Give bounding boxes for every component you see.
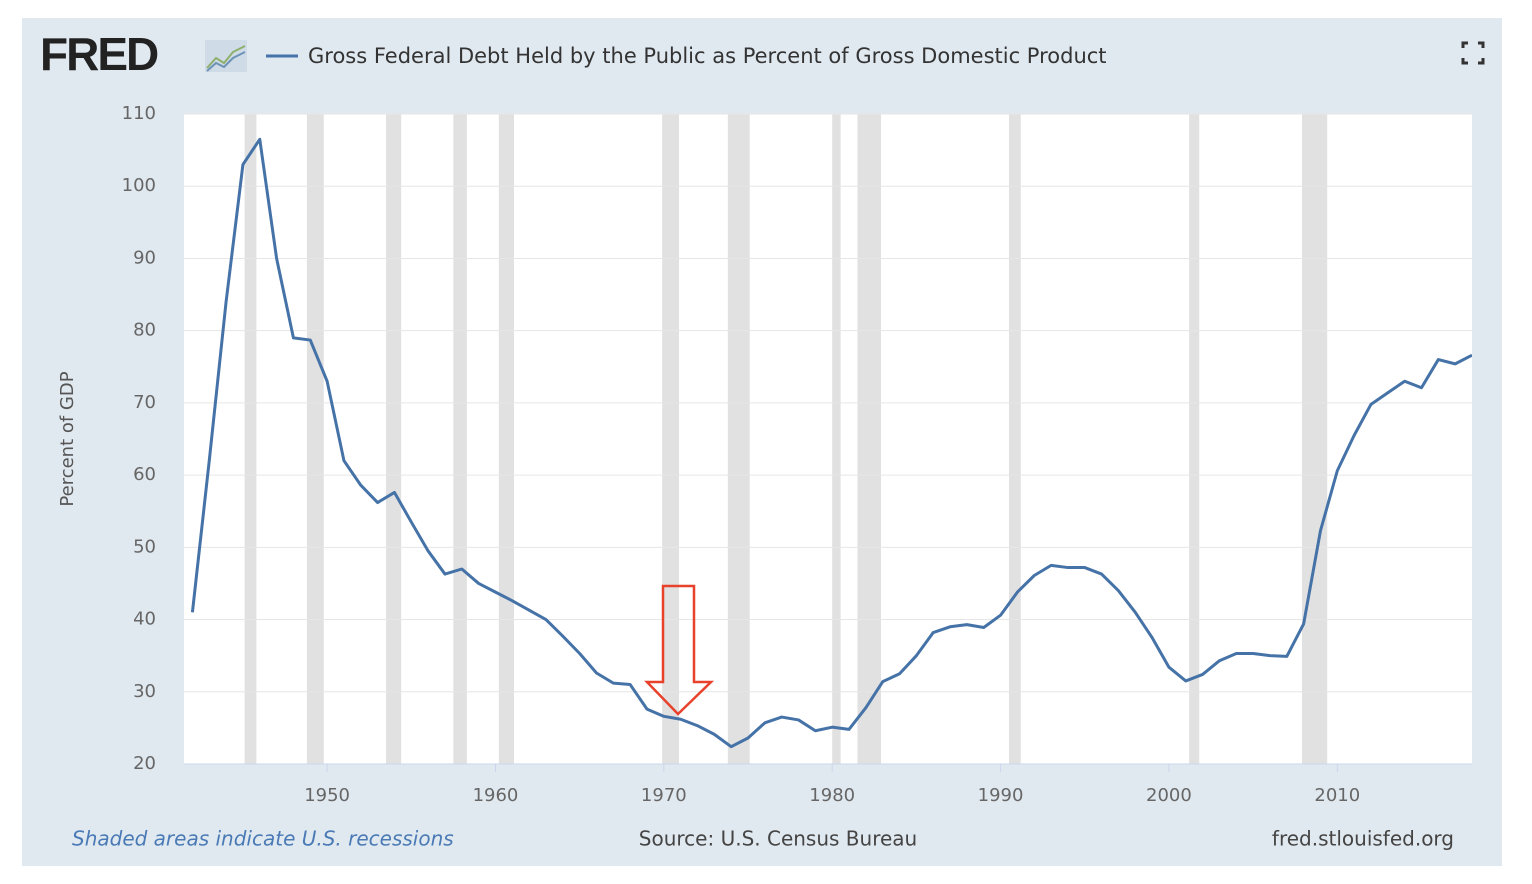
y-axis-label: Percent of GDP bbox=[57, 371, 78, 506]
recession-band bbox=[662, 114, 679, 764]
source: Source: U.S. Census Bureau bbox=[639, 827, 917, 851]
recession-note: Shaded areas indicate U.S. recessions bbox=[72, 827, 454, 851]
x-tick-label: 1980 bbox=[809, 785, 855, 806]
recession-band bbox=[857, 114, 882, 764]
y-tick-label: 20 bbox=[133, 753, 156, 774]
recession-band bbox=[832, 114, 841, 764]
recession-band bbox=[1008, 114, 1021, 764]
x-tick-label: 1990 bbox=[978, 785, 1024, 806]
y-tick-label: 80 bbox=[133, 320, 156, 341]
site-url: fred.stlouisfed.org bbox=[1272, 827, 1454, 851]
data-line bbox=[190, 137, 1472, 749]
x-tick-label: 2010 bbox=[1314, 785, 1360, 806]
recession-band bbox=[1301, 114, 1328, 764]
plot-area bbox=[184, 114, 1472, 764]
y-tick-label: 60 bbox=[133, 464, 156, 485]
y-tick-label: 100 bbox=[122, 175, 156, 196]
recession-band bbox=[1189, 114, 1200, 764]
y-tick-label: 110 bbox=[122, 103, 156, 124]
logo: FRED bbox=[40, 28, 158, 80]
fullscreen-button[interactable] bbox=[1461, 41, 1485, 65]
y-tick-label: 30 bbox=[133, 681, 156, 702]
chart-title: Gross Federal Debt Held by the Public as… bbox=[308, 44, 1107, 68]
x-tick-label: 1960 bbox=[473, 785, 519, 806]
x-tick-label: 1970 bbox=[641, 785, 687, 806]
annotation-arrow bbox=[644, 584, 715, 716]
y-tick-label: 90 bbox=[133, 247, 156, 268]
recession-band bbox=[244, 114, 257, 764]
x-tick-label: 2000 bbox=[1146, 785, 1192, 806]
recession-band bbox=[386, 114, 402, 764]
recession-band bbox=[306, 114, 324, 764]
recession-band bbox=[727, 114, 750, 764]
x-tick-label: 1950 bbox=[304, 785, 350, 806]
recession-band bbox=[453, 114, 467, 764]
y-tick-label: 40 bbox=[133, 609, 156, 630]
logo-icon bbox=[205, 40, 247, 72]
recession-band bbox=[498, 114, 514, 764]
y-tick-label: 50 bbox=[133, 536, 156, 557]
y-tick-label: 70 bbox=[133, 392, 156, 413]
